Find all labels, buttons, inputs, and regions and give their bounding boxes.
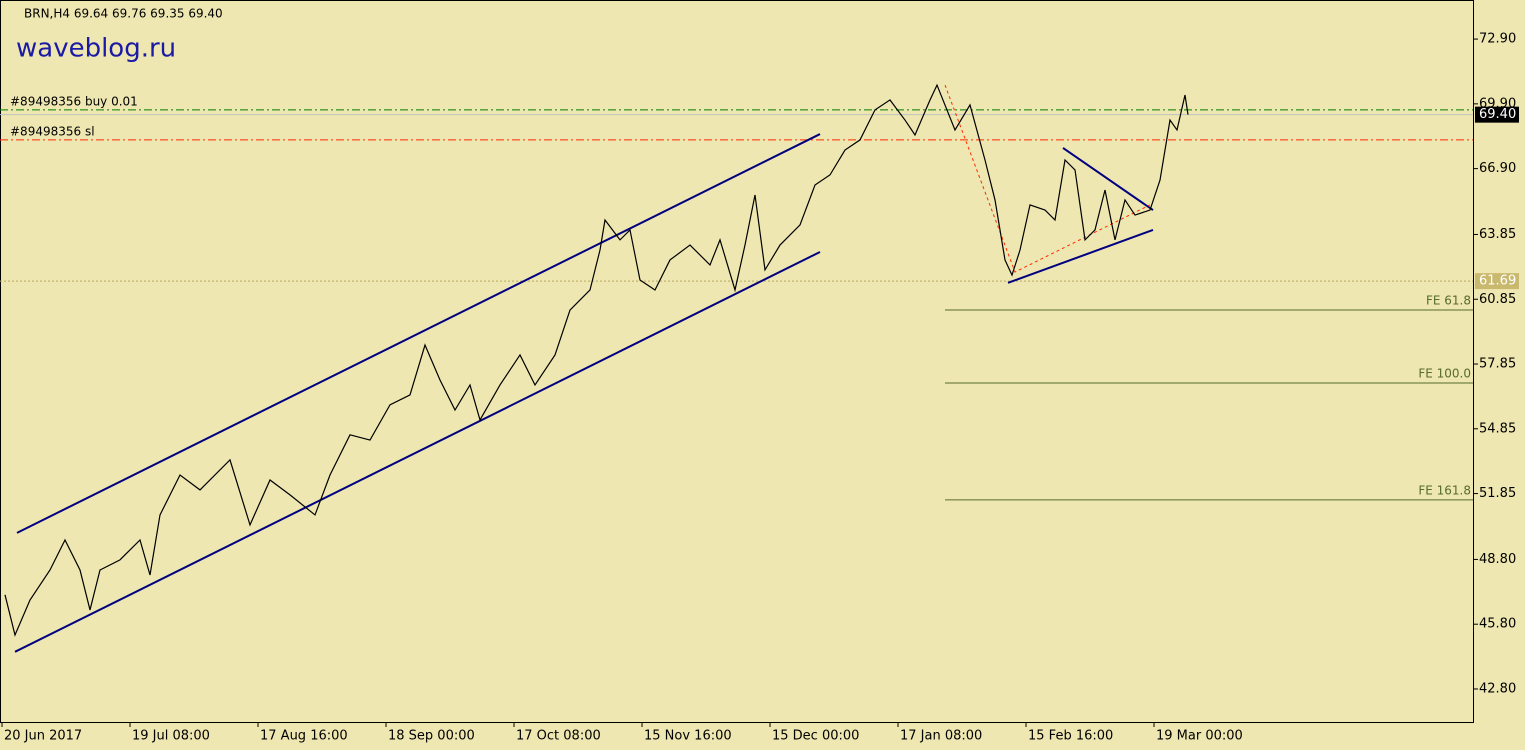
plot-frame xyxy=(0,0,1474,723)
trendline xyxy=(16,133,821,534)
fibo-label: FE 161.8 xyxy=(1418,483,1471,497)
x-tick-label: 15 Feb 16:00 xyxy=(1028,729,1113,744)
watermark: waveblog.ru xyxy=(16,34,176,64)
current-price-box xyxy=(1475,106,1519,123)
y-tick-label: 60.85 xyxy=(1479,292,1516,307)
y-tick-label: 63.85 xyxy=(1479,227,1516,242)
y-tick-label: 42.80 xyxy=(1479,681,1516,696)
y-tick-label: 48.80 xyxy=(1479,552,1516,567)
zigzag xyxy=(944,84,1151,273)
y-tick-label: 72.90 xyxy=(1479,32,1516,47)
trendline xyxy=(1007,229,1154,284)
fibo-label: FE 100.0 xyxy=(1418,367,1471,381)
x-tick-label: 20 Jun 2017 xyxy=(4,729,82,744)
x-tick-label: 18 Sep 00:00 xyxy=(388,729,475,744)
y-tick-label: 45.80 xyxy=(1479,617,1516,632)
y-tick-label: 51.85 xyxy=(1479,486,1516,501)
price-line xyxy=(4,83,1189,637)
current-price-label: 69.40 xyxy=(1479,107,1516,122)
x-tick-label: 17 Aug 16:00 xyxy=(260,729,348,744)
x-tick-label: 19 Mar 00:00 xyxy=(1156,729,1243,744)
x-tick-label: 17 Jan 08:00 xyxy=(900,729,982,744)
x-tick-label: 19 Jul 08:00 xyxy=(132,729,210,744)
x-tick-label: 17 Oct 08:00 xyxy=(516,729,601,744)
trendline xyxy=(14,251,821,653)
y-tick-label: 57.85 xyxy=(1479,357,1516,372)
order-label: #89498356 buy 0.01 xyxy=(10,94,138,108)
chart-title: BRN,H4 69.64 69.76 69.35 69.40 xyxy=(24,7,223,21)
y-tick-label: 66.90 xyxy=(1479,161,1516,176)
level-marker-box xyxy=(1475,273,1519,290)
x-tick-label: 15 Dec 00:00 xyxy=(772,729,859,744)
level-marker-label: 61.69 xyxy=(1479,274,1516,289)
fibo-label: FE 61.8 xyxy=(1426,294,1471,308)
y-tick-label: 54.85 xyxy=(1479,421,1516,436)
order-label: #89498356 sl xyxy=(10,124,95,138)
x-tick-label: 15 Nov 16:00 xyxy=(644,729,732,744)
trendline xyxy=(1062,147,1154,211)
